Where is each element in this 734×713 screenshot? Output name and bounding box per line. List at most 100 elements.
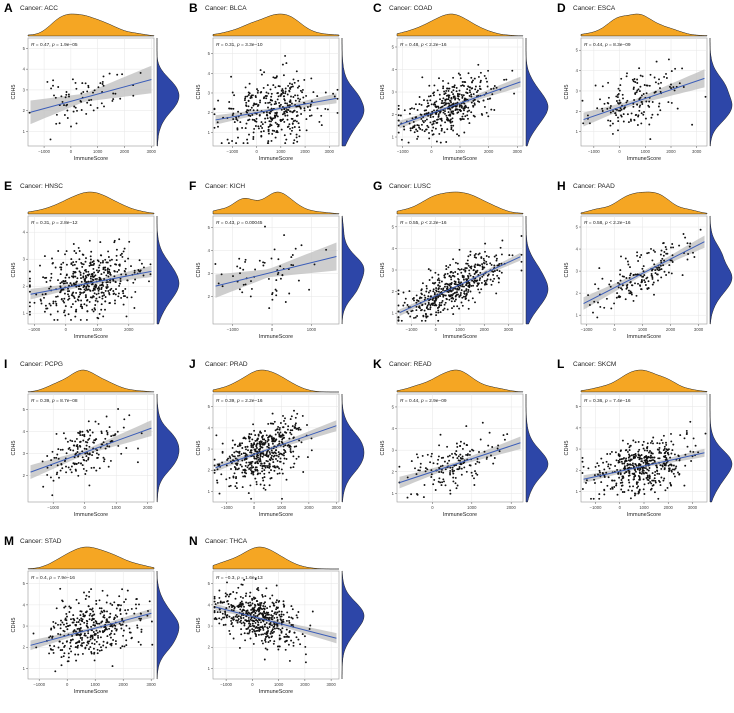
data-point xyxy=(93,643,96,645)
data-point xyxy=(422,121,425,124)
data-point xyxy=(63,104,65,107)
data-point xyxy=(634,92,637,95)
data-point xyxy=(242,452,245,455)
data-points xyxy=(28,71,142,141)
data-point xyxy=(252,131,255,134)
data-point xyxy=(67,295,70,298)
tick-label-x: 2000 xyxy=(300,682,310,687)
data-point xyxy=(292,264,295,267)
data-point xyxy=(95,452,98,455)
data-point xyxy=(581,488,584,490)
data-point xyxy=(108,72,111,75)
data-point xyxy=(464,267,467,270)
stat-p-value: 8.3e−09 xyxy=(613,42,631,48)
data-point xyxy=(266,142,269,145)
tick-label-x: 0 xyxy=(65,327,68,332)
data-point xyxy=(228,605,231,608)
data-point xyxy=(410,107,413,110)
data-point xyxy=(657,105,660,108)
data-point xyxy=(51,494,54,497)
data-point xyxy=(68,297,71,300)
data-point xyxy=(449,99,451,102)
data-point xyxy=(84,440,87,443)
data-point xyxy=(442,97,445,100)
data-point xyxy=(430,452,433,455)
data-point xyxy=(639,85,642,88)
data-point xyxy=(450,300,453,303)
data-point xyxy=(472,284,475,287)
data-point xyxy=(134,603,137,606)
data-point xyxy=(275,294,278,297)
data-point xyxy=(443,274,446,277)
stat-annotation: R = 0.31, p = 2.8e−12 xyxy=(31,220,78,226)
data-point xyxy=(298,135,301,138)
data-point xyxy=(292,437,295,439)
data-point xyxy=(642,93,645,95)
data-point xyxy=(649,454,652,457)
data-point xyxy=(641,469,644,472)
density-right xyxy=(156,393,180,503)
data-point xyxy=(252,470,255,473)
data-point xyxy=(428,279,431,281)
data-point xyxy=(618,295,621,298)
data-point xyxy=(71,264,74,267)
data-point xyxy=(233,455,236,458)
tick-label-y: 1 xyxy=(23,666,26,671)
data-point xyxy=(101,281,104,284)
data-point xyxy=(87,420,90,423)
data-point xyxy=(626,462,629,465)
data-point xyxy=(411,117,414,120)
data-point xyxy=(112,92,115,95)
data-point xyxy=(218,589,221,592)
data-point xyxy=(673,453,676,456)
data-point xyxy=(427,301,430,304)
data-point xyxy=(333,95,336,98)
data-point xyxy=(689,242,692,245)
data-point xyxy=(250,497,253,500)
data-point xyxy=(259,125,262,128)
data-point xyxy=(642,461,645,464)
tick-label-x: 0 xyxy=(430,149,433,154)
data-point xyxy=(626,113,629,116)
data-point xyxy=(643,456,646,459)
data-point xyxy=(295,133,298,136)
data-point xyxy=(635,483,638,485)
data-point xyxy=(90,466,93,469)
data-point xyxy=(269,110,272,113)
data-point xyxy=(260,639,263,642)
data-point xyxy=(475,472,477,475)
data-point xyxy=(28,290,31,293)
data-point xyxy=(439,141,442,144)
data-point xyxy=(100,273,103,276)
data-point xyxy=(83,280,86,282)
data-point xyxy=(285,639,288,642)
data-point xyxy=(297,428,300,431)
data-point xyxy=(642,265,645,268)
data-point xyxy=(447,266,450,269)
data-point xyxy=(666,486,669,489)
data-point xyxy=(284,444,287,447)
data-point xyxy=(411,309,414,312)
data-point xyxy=(261,123,264,126)
data-point xyxy=(497,277,500,279)
data-point xyxy=(254,125,257,127)
data-point xyxy=(473,102,476,105)
data-point xyxy=(645,100,648,103)
stat-p-value: 8.7e−08 xyxy=(60,398,78,404)
data-point xyxy=(643,111,645,113)
data-point xyxy=(93,292,96,295)
data-point xyxy=(430,469,433,472)
tick-label-x: 0 xyxy=(255,149,258,154)
data-point xyxy=(268,636,271,639)
data-point xyxy=(289,450,292,453)
stat-p-symbol: p xyxy=(51,43,55,48)
data-point xyxy=(100,254,103,257)
data-point xyxy=(628,466,631,469)
data-point xyxy=(135,598,138,600)
data-point xyxy=(121,290,124,293)
data-point xyxy=(292,142,295,145)
data-point xyxy=(413,107,416,110)
data-point xyxy=(259,454,262,456)
data-point xyxy=(495,86,498,89)
data-point xyxy=(440,102,443,105)
